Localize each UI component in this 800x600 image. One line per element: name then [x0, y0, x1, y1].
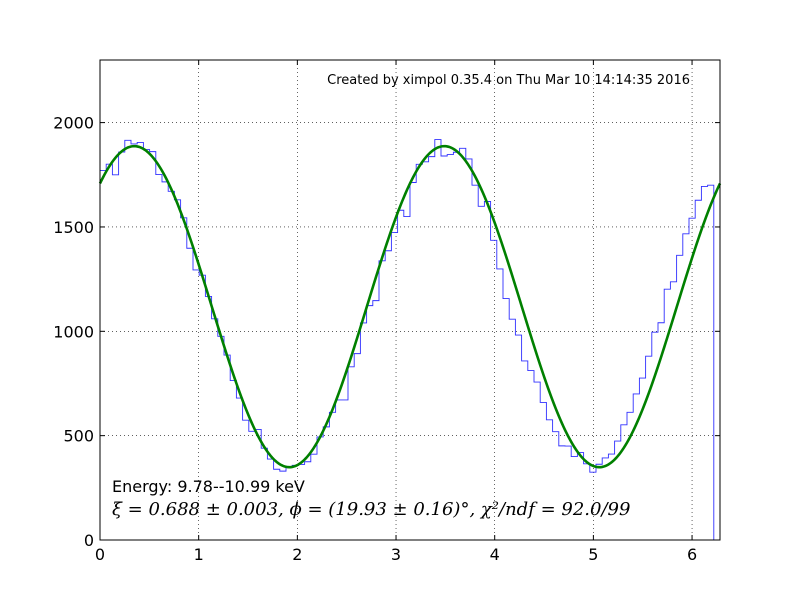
x-tick-label: 3: [391, 545, 401, 564]
y-tick-label: 0: [84, 531, 94, 550]
x-tick-label: 2: [292, 545, 302, 564]
tick-labels: 0 1 2 3 4 5 6 0 500 1000 1500 2000: [53, 114, 697, 564]
credit-annotation: Created by ximpol 0.35.4 on Thu Mar 10 1…: [327, 73, 690, 88]
histogram-outline: [99, 139, 720, 541]
plot-axes: 0 1 2 3 4 5 6 0 500 1000 1500 2000: [53, 59, 722, 564]
y-tick-label: 500: [63, 427, 94, 446]
fit-curve: [98, 144, 722, 469]
y-tick-label: 1500: [53, 218, 94, 237]
data-series: [98, 139, 722, 541]
grid-lines: [100, 60, 720, 540]
x-tick-label: 0: [95, 545, 105, 564]
y-tick-label: 2000: [53, 114, 94, 133]
energy-annotation: Energy: 9.78--10.99 keV: [112, 477, 305, 496]
x-tick-label: 6: [687, 545, 697, 564]
y-tick-label: 1000: [53, 322, 94, 341]
plot-area: [100, 60, 720, 540]
x-tick-label: 1: [194, 545, 204, 564]
x-tick-label: 5: [588, 545, 598, 564]
x-tick-label: 4: [490, 545, 500, 564]
plot-frame: [99, 59, 721, 541]
fit-result-annotation: ξ = 0.688 ± 0.003, ϕ = (19.93 ± 0.16)°, …: [112, 499, 630, 520]
